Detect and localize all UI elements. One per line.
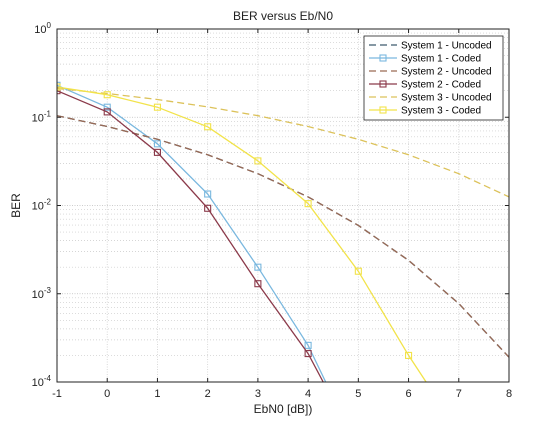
series-line xyxy=(57,90,324,382)
legend-entry: System 2 - Coded xyxy=(401,80,481,91)
y-tick-label: 10-4 xyxy=(32,374,52,389)
series-layer xyxy=(57,81,509,382)
legend-box xyxy=(363,35,504,121)
x-tick-label: 3 xyxy=(255,388,261,400)
series-marker xyxy=(354,267,362,275)
series-marker xyxy=(405,351,413,359)
x-tick-label: 5 xyxy=(355,388,361,400)
series-marker xyxy=(204,204,212,212)
series-line xyxy=(57,87,509,198)
series-marker xyxy=(304,200,312,208)
x-axis-ticks: -1 0 1 2 3 4 5 6 7 8 xyxy=(52,29,512,400)
legend-entry: System 3 - Uncoded xyxy=(401,93,492,104)
series-6 xyxy=(57,83,427,382)
series-line xyxy=(57,84,327,382)
legend-entry: System 3 - Coded xyxy=(401,106,481,117)
legend: System 1 - Uncoded System 1 - Coded System… xyxy=(363,35,504,121)
series-marker xyxy=(57,83,61,91)
y-tick-label: 10-3 xyxy=(32,286,52,301)
x-tick-label: 4 xyxy=(305,388,311,400)
y-axis-ticks: 100 10-1 10-2 10-3 10-4 xyxy=(32,21,509,389)
x-tick-label: 6 xyxy=(405,388,411,400)
series-marker xyxy=(153,103,161,111)
series-marker xyxy=(304,341,312,349)
series-marker xyxy=(254,263,262,271)
x-tick-label: 7 xyxy=(456,388,462,400)
x-tick-label: 1 xyxy=(154,388,160,400)
x-tick-label: 8 xyxy=(506,388,512,400)
legend-entry: System 1 - Uncoded xyxy=(401,41,492,52)
series-marker xyxy=(103,108,111,116)
y-tick-label: 100 xyxy=(34,21,51,36)
series-marker xyxy=(254,157,262,165)
legend-marker xyxy=(379,54,387,62)
x-tick-label: -1 xyxy=(52,388,62,400)
x-axis-label: EbN0 [dB]) xyxy=(254,402,313,416)
series-5 xyxy=(57,87,509,198)
series-marker xyxy=(103,103,111,111)
y-axis-label: BER xyxy=(9,193,23,218)
chart-title: BER versus Eb/N0 xyxy=(233,9,333,23)
series-marker xyxy=(153,140,161,148)
series-marker xyxy=(254,280,262,288)
series-line xyxy=(57,86,427,382)
legend-entry: System 2 - Uncoded xyxy=(401,67,492,78)
series-marker xyxy=(103,91,111,99)
series-marker xyxy=(153,148,161,156)
series-marker xyxy=(204,190,212,198)
x-tick-label: 2 xyxy=(205,388,211,400)
y-tick-label: 10-1 xyxy=(32,109,52,124)
legend-marker xyxy=(379,80,387,88)
y-tick-label: 10-2 xyxy=(32,198,52,213)
series-marker xyxy=(57,87,61,95)
legend-entry: System 1 - Coded xyxy=(401,54,481,65)
legend-marker xyxy=(379,106,387,114)
x-tick-label: 0 xyxy=(104,388,110,400)
series-4 xyxy=(57,87,324,382)
series-marker xyxy=(204,123,212,131)
series-marker xyxy=(304,350,312,358)
